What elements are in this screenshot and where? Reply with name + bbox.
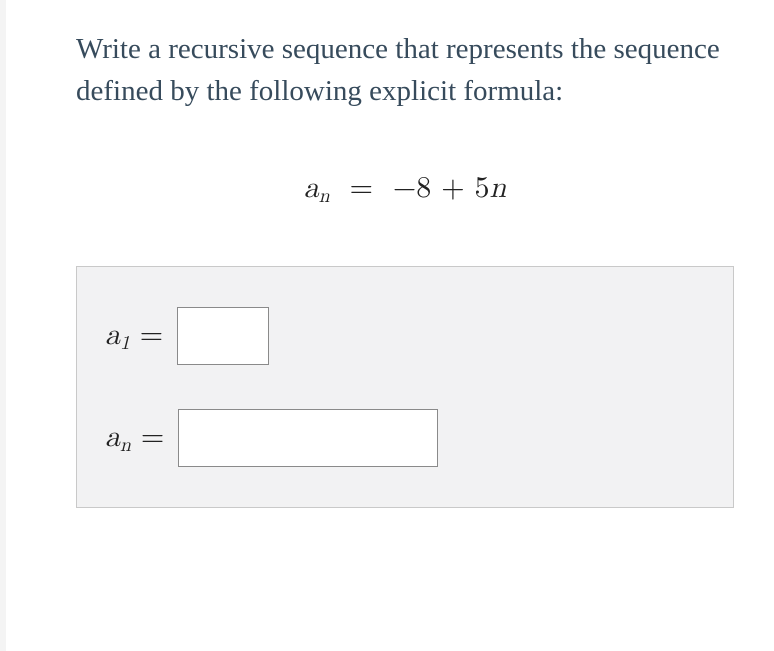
- formula-rhs: −8 + 5n: [393, 173, 506, 203]
- answer-row-an: an=: [105, 409, 705, 467]
- formula-rhs-var: n: [490, 173, 507, 203]
- input-an[interactable]: [178, 409, 438, 467]
- formula-equals: =: [340, 173, 383, 203]
- formula-subscript: n: [319, 186, 330, 206]
- label-an-sub: n: [120, 435, 131, 455]
- label-an: an=: [105, 419, 164, 457]
- label-a1: a1=: [105, 317, 163, 355]
- formula-rhs-const: −8 + 5: [393, 173, 490, 203]
- input-a1[interactable]: [177, 307, 269, 365]
- explicit-formula: an = −8 + 5n: [76, 170, 734, 208]
- formula-var: a: [304, 173, 319, 203]
- label-a1-var: a: [105, 320, 120, 350]
- label-a1-eq: =: [130, 320, 163, 350]
- label-a1-sub: 1: [120, 333, 130, 353]
- label-an-var: a: [105, 422, 120, 452]
- answer-row-a1: a1=: [105, 307, 705, 365]
- question-prompt: Write a recursive sequence that represen…: [76, 28, 734, 112]
- answer-area: a1= an=: [76, 266, 734, 508]
- label-an-eq: =: [131, 422, 164, 452]
